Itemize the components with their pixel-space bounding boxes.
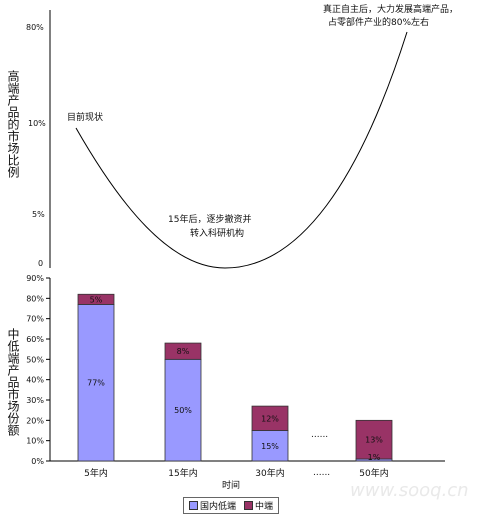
bar-mid-label: 12% (261, 414, 279, 423)
bar-x-ellipsis-axis: ...... (313, 468, 330, 478)
bar-low-segment (77, 304, 115, 462)
bar-low-label: 15% (261, 442, 279, 451)
legend-label-low: 国内低端 (200, 502, 237, 512)
bar-y-axis-title: 中低端产品市场份额 (6, 328, 20, 436)
top-y-tick-5: 5% (32, 210, 45, 219)
bar-low-segment (251, 430, 289, 462)
annotation-15y-line2: 转入科研机构 (190, 227, 244, 239)
bar-mid-segment (164, 342, 202, 360)
top-y-tick-0: 0 (38, 259, 43, 268)
bar-x-tick-label: 15年内 (168, 467, 197, 479)
bar-x-tick-label: 30年内 (255, 467, 284, 479)
bar-y-tick-label: 50% (26, 355, 44, 364)
bar-low-label: 1% (368, 453, 381, 462)
bar-low-segment (164, 358, 202, 462)
bar-y-tick-label: 80% (26, 294, 44, 303)
bar-y-tick-label: 0% (31, 457, 44, 466)
bar-y-tick-label: 90% (26, 274, 44, 283)
bar-x-tick-label: 50年内 (359, 467, 388, 479)
bar-mid-segment (77, 293, 115, 305)
legend-item-low: 国内低端 (189, 499, 236, 512)
bar-low-label: 50% (174, 406, 192, 415)
bar-y-tick-label: 30% (26, 396, 44, 405)
top-curve (75, 31, 408, 269)
legend-swatch-low (189, 501, 198, 510)
watermark: www.sooq.cn (350, 480, 469, 501)
bar-legend: 国内低端 中端 (183, 497, 280, 514)
bar-low-label: 77% (87, 379, 105, 388)
bar-x-tick-label: 5年内 (84, 467, 108, 479)
bar-mid-label: 5% (90, 295, 103, 304)
top-y-axis-title: 高端产品的市场比例 (6, 70, 20, 178)
annotation-15y-line1: 15年后，逐步撤资并 (168, 213, 251, 225)
bar-mid-label: 8% (177, 347, 190, 356)
bar-mid-segment (355, 419, 393, 460)
bottom-chart: 0% 10% 20% 30% 40% 50% 60% 70% 80% 90% 77% 5% 50% 8%… (26, 274, 445, 491)
legend-swatch-mid (244, 501, 254, 510)
bar-x-axis-title: 时间 (222, 479, 240, 491)
bar-mid-segment (251, 405, 289, 431)
legend-label-mid: 中端 (255, 502, 274, 512)
top-chart: 80% 10% 5% 0 目前现状 15年后，逐步撤资并 转入科研机构 真正自主… (26, 3, 458, 269)
bar-y-tick-label: 60% (26, 335, 44, 344)
bar-y-tick-label: 10% (26, 437, 44, 446)
legend-item-mid: 中端 (244, 499, 273, 512)
annotation-end-line1: 真正自主后，大力发展高端产品， (323, 3, 458, 15)
bar-y-tick-label: 20% (26, 416, 44, 425)
bar-x-ellipsis: ...... (311, 430, 328, 440)
bar-y-tick-label: 70% (26, 315, 44, 324)
annotation-current: 目前现状 (67, 111, 103, 123)
bar-mid-label: 13% (365, 436, 383, 445)
top-y-tick-10: 10% (28, 119, 46, 128)
top-y-tick-80: 80% (26, 23, 44, 32)
annotation-end-line2: 占零部件产业的80%左右 (328, 16, 429, 28)
bar-y-tick-label: 40% (26, 376, 44, 385)
